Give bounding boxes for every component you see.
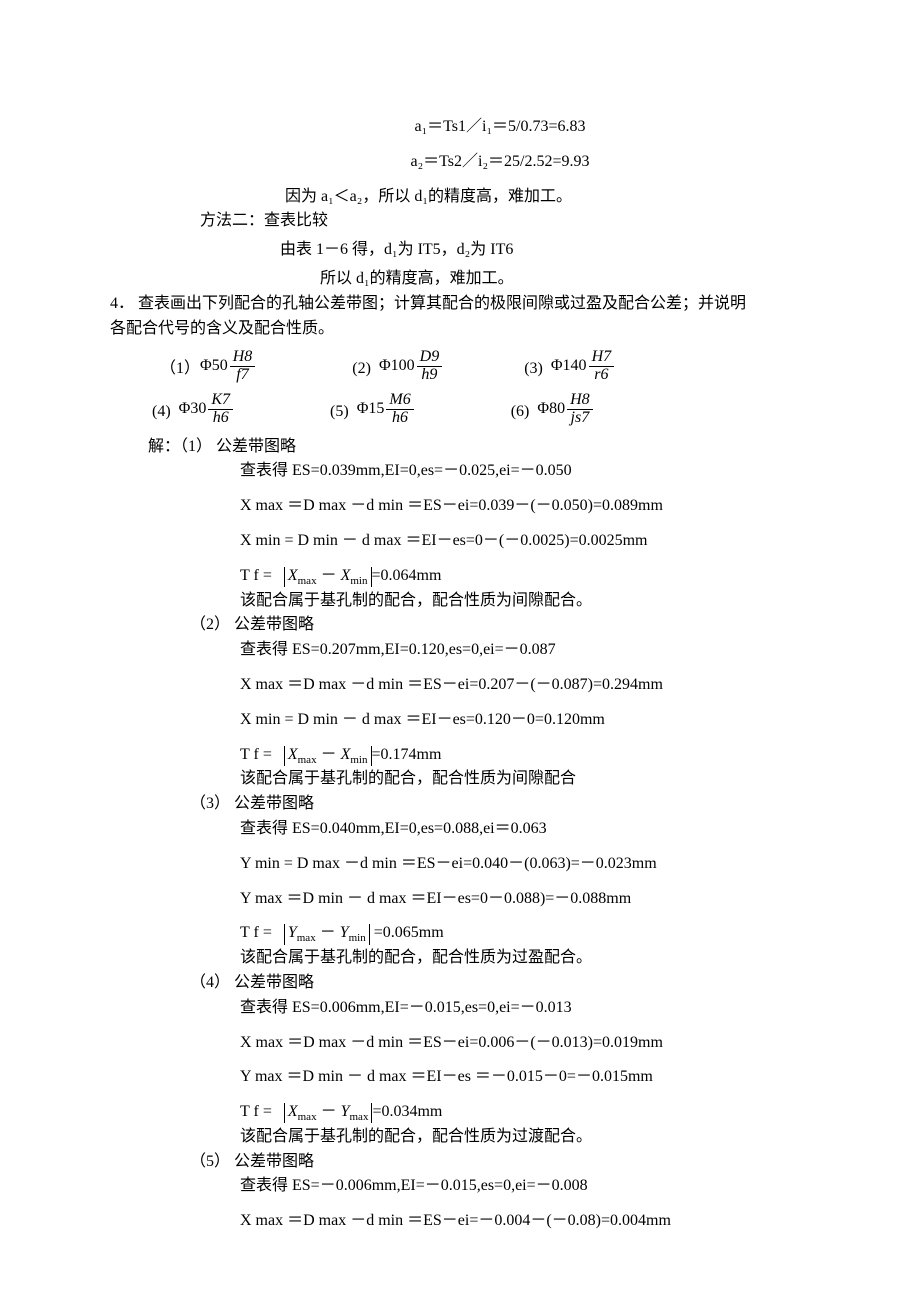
s3-xmin: Y max ＝D min － d max ＝EI－es=0－0.088)=－0.… bbox=[110, 887, 810, 912]
fit-lbl-4: (4) bbox=[152, 400, 171, 427]
fit-lbl-1: （1） bbox=[160, 357, 200, 384]
s4-tf: T f = Xmax － Ymax=0.034mm bbox=[110, 1100, 810, 1125]
s1-look: 查表得 ES=0.039mm,EI=0,es=－0.025,ei=－0.050 bbox=[110, 459, 810, 484]
fit-lbl-6: (6) bbox=[511, 400, 530, 427]
fit-frac-4: K7h6 bbox=[208, 392, 233, 427]
s3-header: （3） 公差带图略 bbox=[110, 792, 810, 817]
s3-xmax: Y min = D max －d min ＝ES－ei=0.040－(0.063… bbox=[110, 852, 810, 877]
fit-phi-3: Φ140 bbox=[551, 354, 587, 379]
eq-a2: a₂＝Ts2／i₂＝25/2.52=9.93 bbox=[110, 150, 810, 175]
s5-header: （5） 公差带图略 bbox=[110, 1150, 810, 1175]
s4-header: （4） 公差带图略 bbox=[110, 971, 810, 996]
fit-phi-4: Φ30 bbox=[179, 397, 207, 422]
solve-header: 解：（1） 公差带图略 bbox=[110, 435, 810, 460]
fit-lbl-2: (2) bbox=[352, 357, 371, 384]
s3-look: 查表得 ES=0.040mm,EI=0,es=0.088,ei＝0.063 bbox=[110, 817, 810, 842]
fit-frac-3: H7r6 bbox=[589, 349, 615, 384]
fit-phi-5: Φ15 bbox=[357, 397, 385, 422]
s4-conc: 该配合属于基孔制的配合，配合性质为过渡配合。 bbox=[110, 1125, 810, 1150]
fit-lbl-3: (3) bbox=[524, 357, 543, 384]
table-line: 由表 1－6 得，d₁为 IT5，d₂为 IT6 bbox=[110, 238, 810, 263]
s1-xmin: X min = D min － d max ＝EI－es=0－(－0.0025)… bbox=[110, 529, 810, 554]
because-line: 因为 a₁＜a₂，所以 d₁的精度高，难加工。 bbox=[110, 185, 810, 210]
s1-xmax: X max ＝D max －d min ＝ES－ei=0.039－(－0.050… bbox=[110, 494, 810, 519]
s2-xmin: X min = D min － d max ＝EI－es=0.120－0=0.1… bbox=[110, 708, 810, 733]
fit-frac-6: H8js7 bbox=[567, 392, 593, 427]
so-line: 所以 d₁的精度高，难加工。 bbox=[110, 267, 810, 292]
s5-xmax: X max ＝D max －d min ＝ES－ei=－0.004－(－0.08… bbox=[110, 1209, 810, 1234]
fit-phi-1: Φ50 bbox=[200, 354, 228, 379]
s4-xmax: X max ＝D max －d min ＝ES－ei=0.006－(－0.013… bbox=[110, 1031, 810, 1056]
fits-row-2: (4) Φ30K7h6 (5) Φ15M6h6 (6) Φ80H8js7 bbox=[110, 392, 810, 427]
eq-a1: a₁＝Ts1／i₁＝5/0.73=6.83 bbox=[110, 115, 810, 140]
s2-conc: 该配合属于基孔制的配合，配合性质为间隙配合 bbox=[110, 767, 810, 792]
s5-look: 查表得 ES=－0.006mm,EI=－0.015,es=0,ei=－0.008 bbox=[110, 1174, 810, 1199]
fits-row-1: （1）Φ50H8f7 (2) Φ100D9h9 (3) Φ140H7r6 bbox=[110, 349, 810, 384]
s4-look: 查表得 ES=0.006mm,EI=－0.015,es=0,ei=－0.013 bbox=[110, 996, 810, 1021]
s4-xmin: Y max ＝D min － d max ＝EI－es ＝－0.015－0=－0… bbox=[110, 1065, 810, 1090]
fit-phi-2: Φ100 bbox=[379, 354, 415, 379]
fit-lbl-5: (5) bbox=[330, 400, 349, 427]
s2-look: 查表得 ES=0.207mm,EI=0.120,es=0,ei=－0.087 bbox=[110, 638, 810, 663]
fit-frac-2: D9h9 bbox=[417, 349, 443, 384]
s1-conc: 该配合属于基孔制的配合，配合性质为间隙配合。 bbox=[110, 589, 810, 614]
fit-frac-5: M6h6 bbox=[386, 392, 413, 427]
s1-tf: T f = Xmax － Xmin=0.064mm bbox=[110, 564, 810, 589]
s3-conc: 该配合属于基孔制的配合，配合性质为过盈配合。 bbox=[110, 946, 810, 971]
method2-line: 方法二：查表比较 bbox=[110, 209, 810, 234]
s2-xmax: X max ＝D max －d min ＝ES－ei=0.207－(－0.087… bbox=[110, 673, 810, 698]
q4-stem1: 4． 查表画出下列配合的孔轴公差带图；计算其配合的极限间隙或过盈及配合公差；并说… bbox=[110, 292, 810, 317]
s2-header: （2） 公差带图略 bbox=[110, 613, 810, 638]
fit-phi-6: Φ80 bbox=[537, 397, 565, 422]
q4-stem2: 各配合代号的含义及配合性质。 bbox=[110, 317, 810, 342]
fit-frac-1: H8f7 bbox=[230, 349, 256, 384]
s3-tf: T f = Ymax － Ymin =0.065mm bbox=[110, 921, 810, 946]
s2-tf: T f = Xmax － Xmin=0.174mm bbox=[110, 743, 810, 768]
